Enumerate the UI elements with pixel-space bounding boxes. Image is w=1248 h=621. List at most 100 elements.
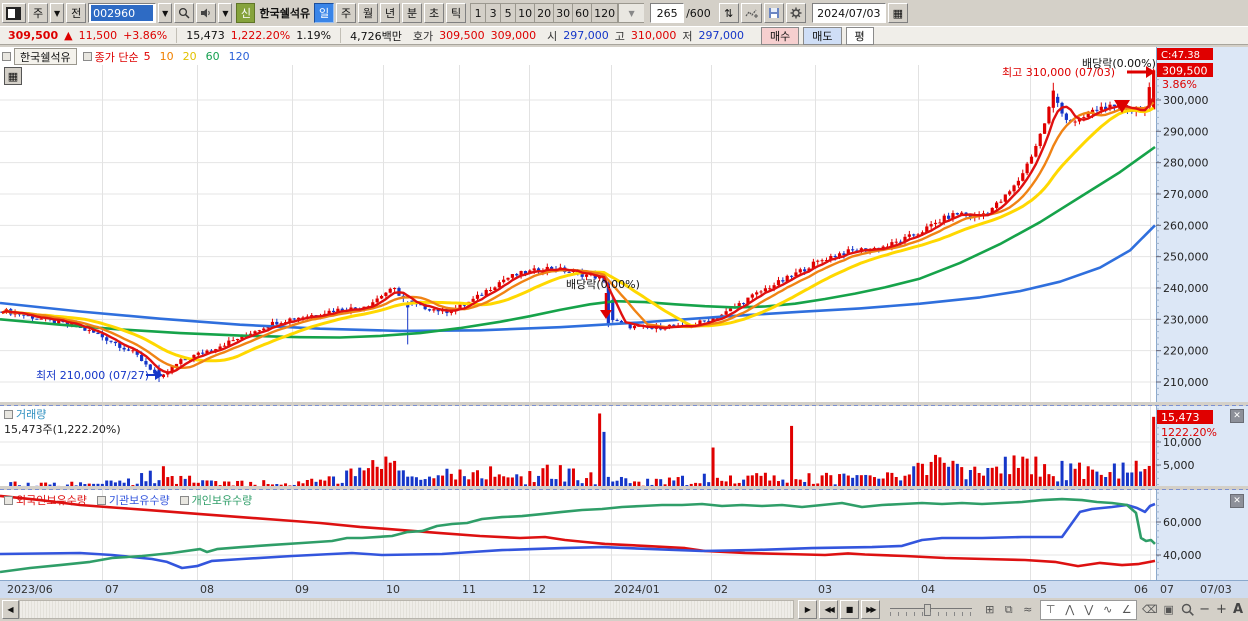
volume-detail: 15,473주(1,222.20%) bbox=[4, 423, 121, 436]
minute-cell-60[interactable]: 60 bbox=[572, 3, 592, 23]
minute-cell-1[interactable]: 1 bbox=[470, 3, 486, 23]
search-icon[interactable] bbox=[174, 3, 195, 23]
prev-button[interactable]: 전 bbox=[66, 3, 87, 23]
tool-icon-tools-b-3[interactable]: ∿ bbox=[1103, 603, 1113, 616]
minute-cell-120[interactable]: 120 bbox=[591, 3, 619, 23]
tool-icon-tools-b-4[interactable]: ∠ bbox=[1121, 603, 1132, 616]
stop-icon[interactable]: ■ bbox=[840, 600, 859, 619]
hoga-label: 호가 bbox=[412, 29, 434, 43]
svg-text:5,000: 5,000 bbox=[1163, 459, 1195, 472]
stock-code-input[interactable] bbox=[91, 5, 154, 21]
svg-text:08: 08 bbox=[200, 583, 214, 596]
low-label: 저 bbox=[682, 29, 693, 43]
candle-count-input[interactable]: 265 bbox=[650, 3, 685, 23]
tool-icon-tools-b-2[interactable]: ⋁ bbox=[1084, 603, 1094, 616]
speaker-icon[interactable] bbox=[196, 3, 217, 23]
minute-cell-20[interactable]: 20 bbox=[534, 3, 554, 23]
svg-text:3.86%: 3.86% bbox=[1162, 78, 1197, 91]
tool-icon-tools-a-0[interactable]: ⊞ bbox=[985, 603, 995, 616]
period-button-초[interactable]: 초 bbox=[424, 3, 445, 23]
volume-value: 15,473 bbox=[186, 29, 225, 42]
save-icon[interactable] bbox=[763, 3, 784, 23]
tool-icon-tools-c-0[interactable]: ⌫ bbox=[1141, 603, 1158, 616]
chart-region[interactable]: C:47.38 309,500 3.86% 300,000 290,000 280,000… bbox=[0, 47, 1248, 598]
play-icon[interactable]: ▶ bbox=[798, 600, 818, 619]
candle-total-label: /600 bbox=[686, 6, 711, 20]
chart-scrollbar[interactable] bbox=[18, 600, 795, 619]
zoom-in-icon[interactable]: + bbox=[1216, 602, 1227, 617]
speaker-dropdown-icon[interactable]: ▼ bbox=[218, 3, 233, 23]
main-chart-legend: 한국쉘석유 종가 단순 5 10 20 60 120 bbox=[2, 48, 259, 65]
chevron-down-icon[interactable]: ▼ bbox=[50, 3, 65, 23]
trend-plus-icon[interactable] bbox=[740, 3, 762, 23]
tool-icon-tools-c-1[interactable]: ▣ bbox=[1163, 603, 1174, 616]
holdings-checkbox[interactable] bbox=[179, 495, 189, 505]
turnover-pct: 1.19% bbox=[296, 29, 332, 42]
svg-text:04: 04 bbox=[921, 583, 935, 596]
period-button-틱[interactable]: 틱 bbox=[446, 3, 467, 23]
ma-legend-checkbox[interactable] bbox=[82, 52, 92, 61]
period-button-월[interactable]: 월 bbox=[358, 3, 379, 23]
svg-text:09: 09 bbox=[295, 583, 309, 596]
tool-icon-tools-b-0[interactable]: ⊤ bbox=[1045, 603, 1056, 616]
compare-icon[interactable]: ⇅ bbox=[718, 3, 739, 23]
holdings-legend-item[interactable]: 외국인보유수량 bbox=[4, 492, 87, 508]
volume-checkbox[interactable] bbox=[4, 409, 13, 419]
holdings-checkbox[interactable] bbox=[96, 495, 106, 505]
minute-cell-5[interactable]: 5 bbox=[500, 3, 516, 23]
period-button-주[interactable]: 주 bbox=[336, 3, 357, 23]
svg-text:06: 06 bbox=[1134, 583, 1148, 596]
open-label: 시 bbox=[547, 29, 558, 43]
volume-title: 거래량 bbox=[16, 408, 47, 421]
ma-window-5: 5 bbox=[143, 50, 151, 63]
period-button-년[interactable]: 년 bbox=[380, 3, 401, 23]
period-button-분[interactable]: 분 bbox=[402, 3, 423, 23]
scroll-left-icon[interactable]: ◀ bbox=[2, 600, 19, 619]
fast-forward-icon[interactable]: ▶▶ bbox=[860, 600, 880, 619]
svg-text:12: 12 bbox=[532, 583, 546, 596]
bid-price: 309,000 bbox=[490, 29, 537, 42]
svg-text:배당락(0.00%): 배당락(0.00%) bbox=[566, 278, 640, 291]
holdings-checkbox[interactable] bbox=[4, 495, 13, 505]
legend-checkbox[interactable] bbox=[2, 52, 11, 61]
zoom-out-icon[interactable]: − bbox=[1199, 602, 1211, 617]
svg-text:250,000: 250,000 bbox=[1163, 251, 1209, 264]
volume-close-icon[interactable]: ✕ bbox=[1230, 409, 1244, 423]
font-size-icon[interactable]: A bbox=[1232, 602, 1244, 617]
week-button[interactable]: 주 bbox=[28, 3, 48, 23]
svg-text:210,000: 210,000 bbox=[1163, 376, 1209, 389]
magnifier-icon[interactable] bbox=[1179, 602, 1195, 618]
calendar-icon[interactable]: ▦ bbox=[887, 3, 908, 23]
layout-icon[interactable] bbox=[2, 3, 26, 23]
minute-cell-10[interactable]: 10 bbox=[515, 3, 535, 23]
code-box bbox=[88, 3, 157, 23]
holdings-legend-item[interactable]: 기관보유수량 bbox=[96, 492, 170, 508]
holdings-legend-item[interactable]: 개인보유수량 bbox=[179, 492, 252, 508]
holdings-legend: 외국인보유수량 기관보유수량 개인보유수량 bbox=[4, 492, 252, 508]
edit-tools: ⌫ ▣ bbox=[1140, 602, 1178, 618]
date-field[interactable]: 2024/07/03 bbox=[811, 3, 886, 23]
grid-toggle-button[interactable]: ▦ bbox=[4, 67, 22, 85]
minute-combo[interactable]: ▼ bbox=[618, 3, 645, 23]
holdings-close-icon[interactable]: ✕ bbox=[1230, 494, 1244, 508]
volume-pct: 1,222.20% bbox=[230, 29, 291, 42]
rewind-icon[interactable]: ◀◀ bbox=[819, 600, 839, 619]
period-button-일[interactable]: 일 bbox=[314, 3, 335, 23]
minute-cells: 1 3 5 10 20 30 60 120 bbox=[470, 3, 619, 23]
gear-icon[interactable] bbox=[785, 3, 806, 23]
svg-text:300,000: 300,000 bbox=[1163, 94, 1209, 107]
minute-cell-3[interactable]: 3 bbox=[485, 3, 501, 23]
high-label: 고 bbox=[614, 29, 625, 43]
sell-button[interactable]: 매도 bbox=[803, 26, 842, 45]
code-dropdown-icon[interactable]: ▼ bbox=[158, 3, 173, 23]
tool-icon-tools-b-1[interactable]: ⋀ bbox=[1065, 603, 1075, 616]
tool-icon-tools-a-1[interactable]: ⧉ bbox=[1004, 602, 1013, 616]
avg-button[interactable]: 평 bbox=[845, 26, 874, 45]
ask-price: 309,500 bbox=[439, 29, 485, 42]
tool-icon-tools-a-2[interactable]: ≈ bbox=[1023, 603, 1033, 616]
minute-cell-30[interactable]: 30 bbox=[553, 3, 573, 23]
buy-button[interactable]: 매수 bbox=[761, 26, 800, 45]
speed-slider[interactable] bbox=[889, 601, 973, 618]
